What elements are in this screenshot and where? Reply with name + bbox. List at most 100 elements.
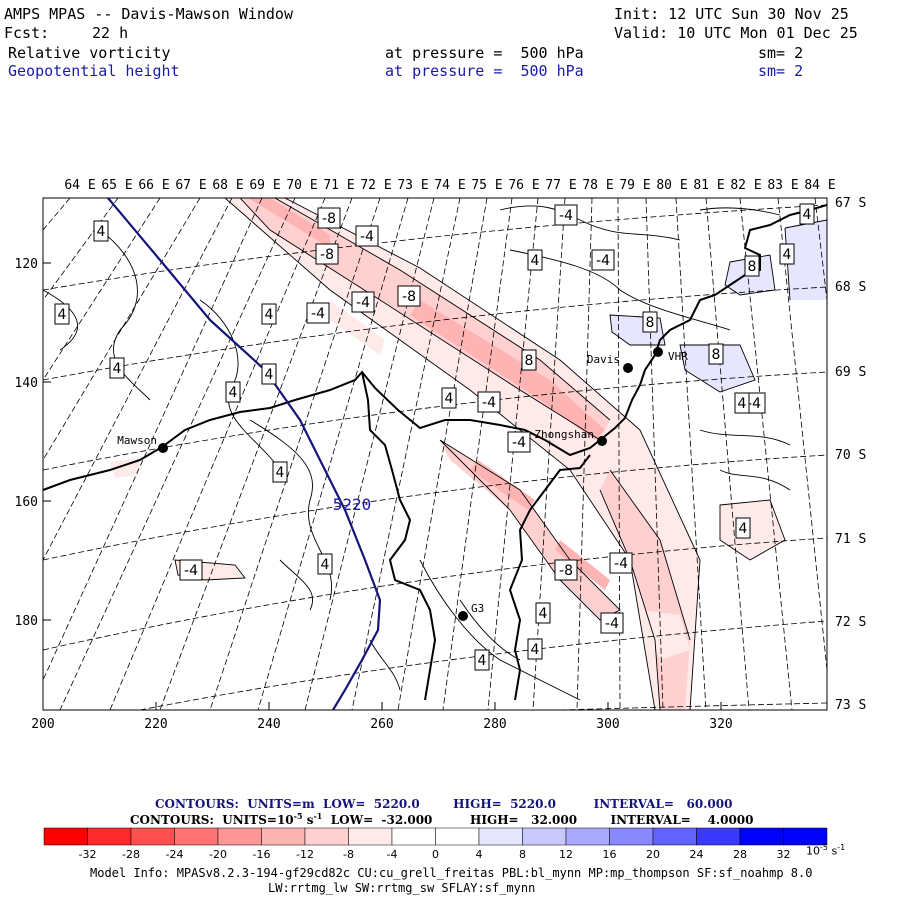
svg-text:4: 4 — [478, 653, 487, 669]
longitude-label: 76 E — [508, 178, 539, 193]
svg-text:-8: -8 — [559, 563, 573, 579]
vorticity-label: 4 — [54, 303, 70, 325]
x-tick-label: 300 — [596, 717, 619, 732]
vorticity-label: -4 — [600, 612, 624, 634]
svg-text:8: 8 — [525, 353, 534, 369]
geopotential-contour-5220 — [107, 198, 382, 710]
x-tick-label: 260 — [370, 717, 393, 732]
vorticity-label: 4 — [261, 363, 277, 385]
station-label: Davis — [587, 353, 620, 366]
vorticity-label-group: -8-4-8-4 -84444444-444-4-4-4888844-4-4-8-… — [54, 203, 815, 671]
forecast-label: Fcst: — [4, 24, 50, 42]
map-field: 5220 — [43, 198, 827, 710]
svg-text:4: 4 — [539, 606, 548, 622]
colorbar-label: -16 — [253, 848, 271, 861]
colorbar-swatch — [174, 827, 219, 846]
field2-level: at pressure = 500 hPa — [385, 62, 584, 80]
x-tick-label: 240 — [257, 717, 280, 732]
longitude-label: 74 E — [434, 178, 465, 193]
longitude-label: 64 E — [64, 178, 95, 193]
vorticity-label: -4 — [554, 204, 578, 226]
map-border — [42, 197, 828, 711]
svg-text:4: 4 — [739, 521, 748, 537]
vorticity-label: 4 — [317, 553, 333, 575]
vorticity-label: -4 — [351, 291, 375, 313]
colorbar-swatch — [696, 827, 741, 846]
svg-text:-8: -8 — [402, 289, 416, 305]
svg-text:-4: -4 — [596, 253, 610, 269]
latitude-label: 68 S — [835, 280, 866, 295]
colorbar-label: -4 — [387, 848, 398, 861]
station-label: Mawson — [117, 434, 157, 447]
svg-text:-4: -4 — [747, 396, 761, 412]
colorbar-label: 24 — [690, 848, 704, 861]
colorbar-swatch — [261, 827, 306, 846]
svg-text:8: 8 — [712, 347, 721, 363]
longitude-grid — [43, 198, 827, 710]
vorticity-label: -4 — [609, 552, 633, 574]
vorticity-label: 4 — [527, 638, 543, 660]
vorticity-label: -4 — [179, 559, 203, 581]
vorticity-label: -4 — [507, 431, 531, 453]
colorbar-unit-s: s — [831, 844, 838, 858]
y-tick-label: 120 — [15, 257, 38, 272]
colorbar-swatch — [739, 827, 784, 846]
colorbar-swatch — [783, 827, 828, 846]
colorbar-unit: 10-5 s-1 — [806, 843, 845, 858]
longitude-label: 70 E — [286, 178, 317, 193]
svg-text:4: 4 — [531, 253, 540, 269]
colorbar-label: 32 — [777, 848, 791, 861]
longitude-label: 66 E — [138, 178, 169, 193]
svg-text:-4: -4 — [512, 435, 526, 451]
latitude-label: 70 S — [835, 448, 866, 463]
longitude-label: 69 E — [249, 178, 280, 193]
vorticity-label: 8 — [744, 255, 760, 277]
colorbar-unit-base: 10 — [806, 844, 820, 858]
svg-text:-4: -4 — [360, 229, 374, 245]
height-contour-legend: CONTOURS: UNITS=m LOW= 5220.0 HIGH= 5220… — [155, 797, 733, 811]
vorticity-label: -4 — [355, 225, 379, 247]
colorbar-label: 0 — [432, 848, 439, 861]
svg-text:4: 4 — [229, 385, 238, 401]
svg-text:4: 4 — [97, 224, 106, 240]
longitude-label: 73 E — [397, 178, 428, 193]
y-tick-label: 180 — [15, 614, 38, 629]
colorbar-swatch — [43, 827, 88, 846]
svg-text:-4: -4 — [605, 616, 619, 632]
colorbar-swatch — [609, 827, 654, 846]
station-label: G3 — [471, 602, 484, 615]
colorbar-label: 12 — [559, 848, 573, 861]
colorbar-label: 16 — [603, 848, 617, 861]
longitude-label: 78 E — [582, 178, 613, 193]
station-label: Zhongshan — [534, 428, 594, 441]
svg-text:-4: -4 — [614, 556, 628, 572]
latitude-label: 69 S — [835, 365, 866, 380]
svg-text:-4: -4 — [356, 295, 370, 311]
vorticity-label: 4 — [441, 387, 457, 409]
station-marker: Mawson — [117, 434, 168, 453]
svg-text:4: 4 — [531, 642, 540, 658]
y-tick-label: 160 — [15, 495, 38, 510]
colorbar-label: 8 — [519, 848, 526, 861]
vorticity-label: 8 — [521, 349, 537, 371]
station-marker: G3 — [458, 602, 484, 621]
vorticity-contour-legend: CONTOURS: UNITS=10-5 s-1 LOW= -32.000 HI… — [130, 811, 754, 827]
vorticity-label: 4 — [734, 392, 750, 414]
colorbar-label: -20 — [209, 848, 227, 861]
vorticity-label: -8 — [554, 559, 578, 581]
vorticity-legend-prefix: CONTOURS: UNITS=10 — [130, 813, 294, 827]
colorbar-label: 20 — [646, 848, 660, 861]
vorticity-label: 4 — [272, 461, 288, 483]
vorticity-legend-suffix: s — [302, 813, 314, 827]
longitude-label: 77 E — [545, 178, 576, 193]
field2-smooth: sm= 2 — [758, 62, 804, 80]
x-tick-label: 220 — [144, 717, 167, 732]
colorbar-swatch — [478, 827, 523, 846]
x-tick-label: 320 — [709, 717, 732, 732]
latitude-label-group: 67 S 68 S 69 S 70 S 71 S 72 S 73 S — [835, 196, 866, 713]
svg-text:4: 4 — [265, 367, 274, 383]
svg-text:4: 4 — [321, 557, 330, 573]
longitude-label: 75 E — [471, 178, 502, 193]
colorbar-swatch — [87, 827, 132, 846]
colorbar-label: -24 — [166, 848, 184, 861]
